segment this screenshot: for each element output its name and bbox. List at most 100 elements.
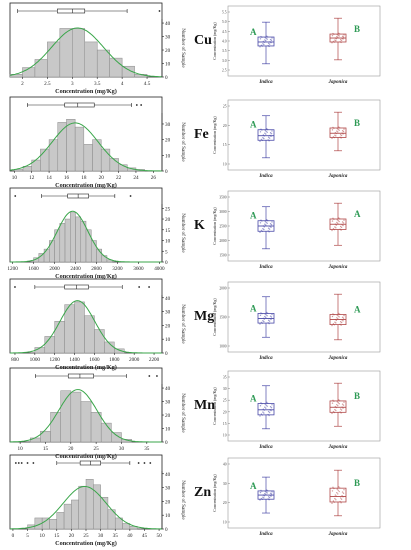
y-tick-label: 5: [165, 249, 168, 255]
x-tick-label: 35: [144, 446, 150, 452]
group-point: [335, 499, 337, 501]
x-tick-label: 3.5: [94, 81, 101, 87]
box-outlier: [158, 10, 161, 12]
boxplot-y-label: Concentration (mg/Kg): [212, 474, 217, 512]
y-axis-label: Number of Sample: [180, 480, 187, 520]
group-point: [260, 229, 263, 232]
group-point: [261, 230, 264, 233]
boxplot-y-tick-label: 20: [223, 501, 227, 505]
group-point: [260, 219, 262, 221]
y-tick-label: 0: [165, 527, 168, 533]
box-iqr: [57, 8, 86, 14]
group-point: [266, 490, 269, 492]
group-label: Japonica: [328, 265, 348, 270]
group-box: [329, 400, 347, 413]
group-point: [262, 134, 265, 136]
histogram-bar: [93, 484, 101, 530]
histogram-bar: [84, 315, 95, 354]
group-point: [265, 224, 267, 226]
histogram-bar: [38, 253, 45, 263]
group-point: [268, 411, 271, 414]
group-boxplot: 10 15 20 25 30 35 Concentration (mg/Kg) A Indica…: [212, 370, 381, 450]
significance-letter: B: [354, 118, 360, 128]
boxplot-y-tick-label: 35: [223, 376, 227, 380]
group-point: [269, 492, 272, 494]
significance-letter: B: [354, 478, 360, 488]
group-point: [268, 228, 271, 230]
group-point: [338, 217, 340, 219]
boxplot-y-tick-label: 25: [223, 399, 227, 403]
boxplot-frame: [227, 5, 381, 77]
group-point: [267, 230, 269, 232]
group-point: [333, 400, 335, 402]
group-point: [338, 220, 340, 223]
group-point: [267, 45, 269, 47]
group-point: [340, 134, 343, 137]
group-point: [337, 219, 339, 222]
group-boxplot: 1000 1500 2000 Concentration (mg/Kg) A Indica…: [212, 281, 381, 361]
x-axis-label: Concentration (mg/Kg): [55, 182, 117, 189]
x-tick-label: 35: [113, 533, 119, 539]
group-point: [333, 487, 335, 490]
group-point: [269, 132, 272, 134]
x-axis-label: Concentration (mg/Kg): [55, 273, 117, 280]
group-point: [331, 324, 333, 327]
histogram-bar: [43, 248, 50, 263]
group-point: [341, 494, 343, 497]
group-point: [260, 35, 262, 38]
group-label: Japonica: [328, 174, 348, 179]
group-point: [270, 318, 272, 321]
x-axis-label: Concentration (mg/Kg): [55, 540, 117, 547]
group-point: [335, 224, 338, 226]
group-point: [336, 221, 338, 224]
significance-letter: A: [250, 211, 257, 221]
group-point: [333, 136, 336, 139]
group-point: [333, 127, 335, 129]
boxplot-frame: [227, 281, 381, 353]
y-tick-label: 10: [165, 62, 171, 68]
group-point: [259, 405, 262, 407]
group-point: [342, 36, 345, 38]
x-tick-label: 5: [26, 533, 29, 539]
histogram-bar: [83, 144, 93, 172]
group-point: [341, 129, 344, 132]
x-tick-label: 3: [71, 81, 74, 87]
boxplot-y-tick-label: 3000: [219, 210, 226, 214]
element-label: Fe: [194, 127, 209, 142]
group-point: [340, 498, 343, 500]
group-label: Japonica: [328, 80, 348, 85]
x-tick-label: 12: [29, 175, 35, 181]
significance-letter: A: [250, 303, 257, 313]
group-point: [333, 33, 335, 35]
histogram: 800 1000 1200 1400 1600 1800 2000 2200 Concentra…: [9, 278, 187, 371]
group-point: [338, 35, 340, 37]
group-point: [337, 404, 339, 407]
y-tick-label: 10: [165, 337, 171, 343]
group-point: [261, 313, 263, 315]
group-point: [263, 135, 266, 137]
group-point: [334, 494, 337, 496]
boxplot-y-tick-label: 30: [223, 482, 227, 486]
group-point: [338, 129, 340, 131]
x-tick-label: 4.5: [144, 81, 151, 87]
group-point: [338, 490, 340, 493]
x-tick-label: 2400: [70, 266, 81, 272]
boxplot-y-label: Concentration (mg/Kg): [212, 298, 217, 336]
group-point: [259, 222, 262, 224]
x-tick-label: 24: [133, 175, 139, 181]
group-point: [259, 491, 262, 494]
group-box: [329, 127, 347, 138]
group-point: [269, 494, 271, 497]
group-point: [342, 407, 344, 409]
group-point: [337, 317, 339, 320]
y-tick-label: 10: [165, 513, 171, 519]
x-tick-label: 1800: [109, 357, 120, 363]
group-point: [342, 320, 344, 322]
group-point: [268, 43, 271, 45]
histogram-bar: [49, 519, 58, 530]
group-point: [336, 401, 338, 403]
histogram-bar: [50, 412, 61, 443]
y-tick-label: 40: [165, 472, 171, 478]
group-point: [268, 231, 270, 233]
